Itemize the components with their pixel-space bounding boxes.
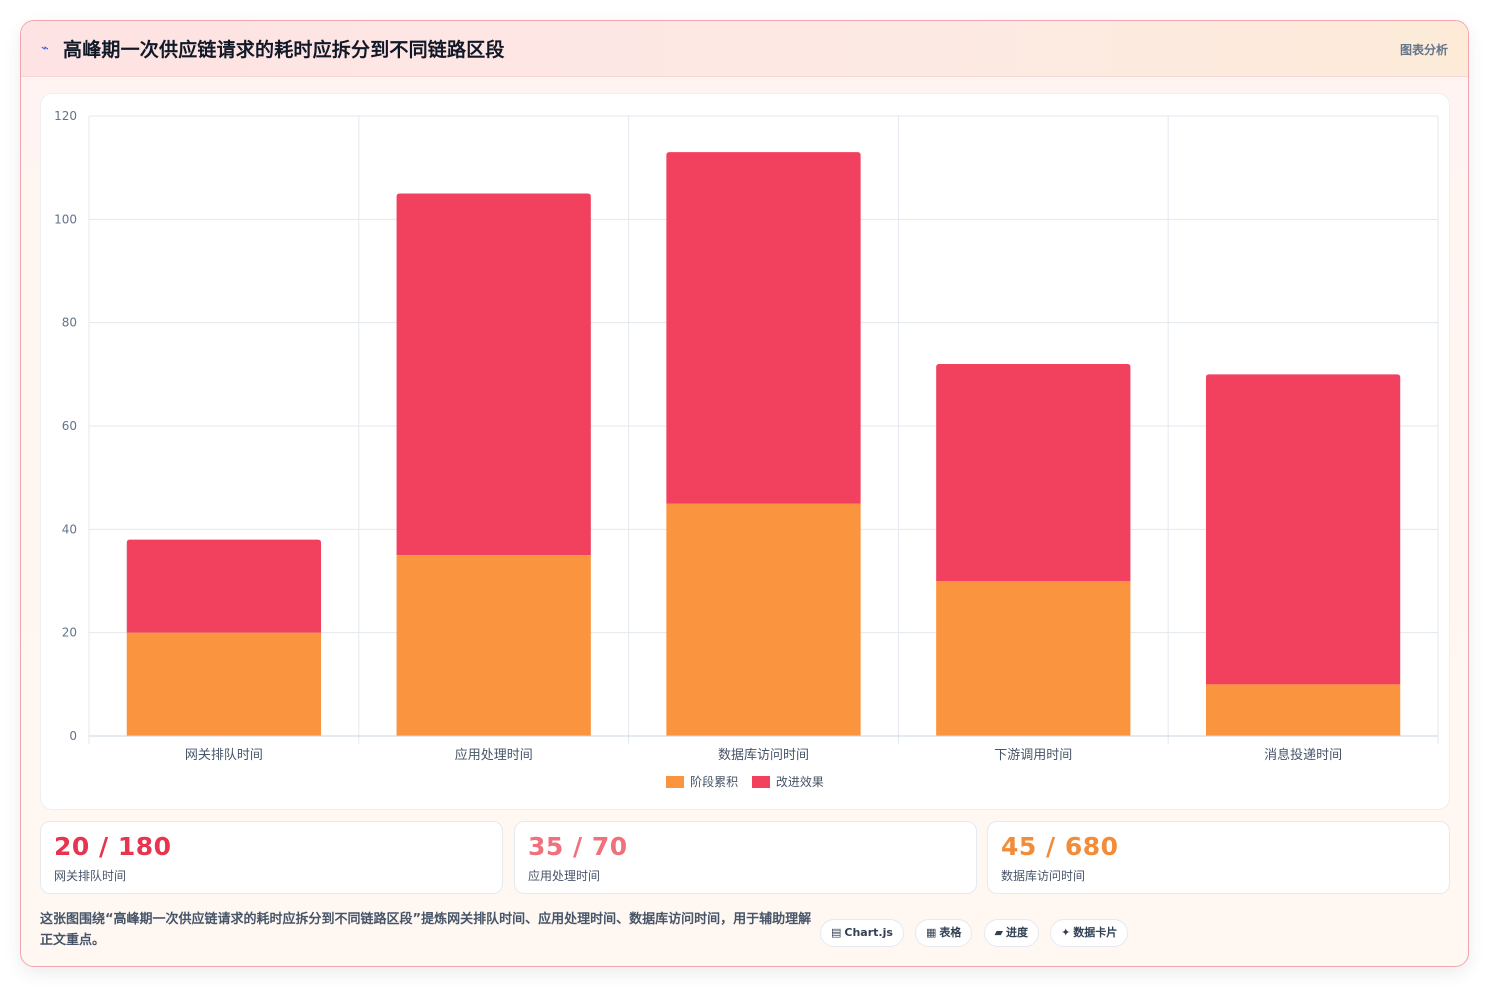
bar-segment [396, 193, 591, 556]
chip-label: Chart.js [844, 926, 893, 939]
bar-segment [126, 539, 322, 633]
stat-label: 网关排队时间 [54, 869, 127, 883]
stat-value: 35 / 70 [528, 832, 628, 861]
card-header: ⌁ 高峰期一次供应链请求的耗时应拆分到不同链路区段 图表分析 [21, 21, 1468, 77]
x-tick-label: 应用处理时间 [455, 747, 533, 763]
stat-value: 20 / 180 [54, 832, 172, 861]
y-tick-label: 120 [54, 109, 77, 123]
legend-swatch [666, 775, 685, 788]
chip-progress[interactable]: ▰ 进度 [983, 919, 1039, 947]
bar-segment [126, 632, 322, 736]
chart-line-icon: ⌁ [41, 41, 49, 56]
bar-segment [1205, 374, 1401, 685]
x-tick-label: 网关排队时间 [185, 748, 263, 763]
chip-table[interactable]: ▦ 表格 [915, 919, 973, 947]
chart-legend: 阶段累积 改进效果 [41, 773, 1449, 791]
chip-label: 数据卡片 [1073, 926, 1118, 939]
y-tick-label: 40 [62, 522, 77, 536]
y-tick-label: 20 [62, 626, 77, 640]
bar-segment [396, 555, 591, 736]
stat-card: 45 / 680 数据库访问时间 [987, 821, 1450, 894]
chip-chartjs[interactable]: ▤ Chart.js [820, 919, 904, 947]
bar-segment [666, 152, 861, 504]
chart-icon: ▤ [831, 926, 842, 939]
stacked-bar-chart: 0 20 40 60 80 100 120 网关排队时间 应用处理时间 数据库访问时间 下游调用时间… [54, 109, 1439, 763]
bar-segment [1205, 684, 1401, 736]
y-tick-label: 80 [62, 316, 77, 330]
bar-segment [666, 503, 861, 736]
bar-segment [936, 581, 1131, 736]
chart-caption: 这张图围绕“高峰期一次供应链请求的耗时应拆分到不同链路区段”提炼网关排队时间、应… [40, 912, 812, 948]
stat-card: 20 / 180 网关排队时间 [40, 821, 503, 894]
table-icon: ▦ [926, 926, 937, 939]
chart-panel: 0 20 40 60 80 100 120 网关排队时间 应用处理时间 数据库访问时间 下游调用时间… [40, 93, 1450, 810]
chip-label: 进度 [1005, 926, 1028, 939]
progress-icon: ▰ [994, 926, 1003, 939]
tag-chips: ▤ Chart.js ▦ 表格 ▰ 进度 ✦ 数据卡片 [820, 919, 1134, 947]
chart-card: ⌁ 高峰期一次供应链请求的耗时应拆分到不同链路区段 图表分析 0 20 40 60 80… [20, 20, 1469, 967]
stat-label: 数据库访问时间 [1001, 869, 1086, 883]
bar-segment [936, 364, 1131, 581]
chip-label: 表格 [939, 926, 962, 939]
legend-swatch [751, 775, 770, 788]
legend-item-improvement[interactable]: 改进效果 [751, 773, 824, 790]
stat-value: 45 / 680 [1001, 832, 1119, 861]
stat-card: 35 / 70 应用处理时间 [514, 821, 977, 894]
x-tick-label: 下游调用时间 [994, 748, 1072, 763]
page-title: 高峰期一次供应链请求的耗时应拆分到不同链路区段 [63, 39, 505, 61]
y-tick-label: 60 [62, 419, 77, 433]
stat-label: 应用处理时间 [528, 869, 601, 883]
x-tick-label: 数据库访问时间 [718, 747, 809, 763]
sparkle-icon: ✦ [1061, 926, 1071, 939]
y-tick-label: 100 [54, 212, 77, 226]
legend-item-stage[interactable]: 阶段累积 [666, 773, 738, 790]
header-tag: 图表分析 [1399, 43, 1448, 57]
legend-label: 阶段累积 [690, 775, 739, 789]
chip-data-card[interactable]: ✦ 数据卡片 [1050, 919, 1129, 947]
y-tick-label: 0 [69, 729, 77, 743]
legend-label: 改进效果 [775, 775, 824, 789]
x-tick-label: 消息投递时间 [1264, 747, 1342, 763]
